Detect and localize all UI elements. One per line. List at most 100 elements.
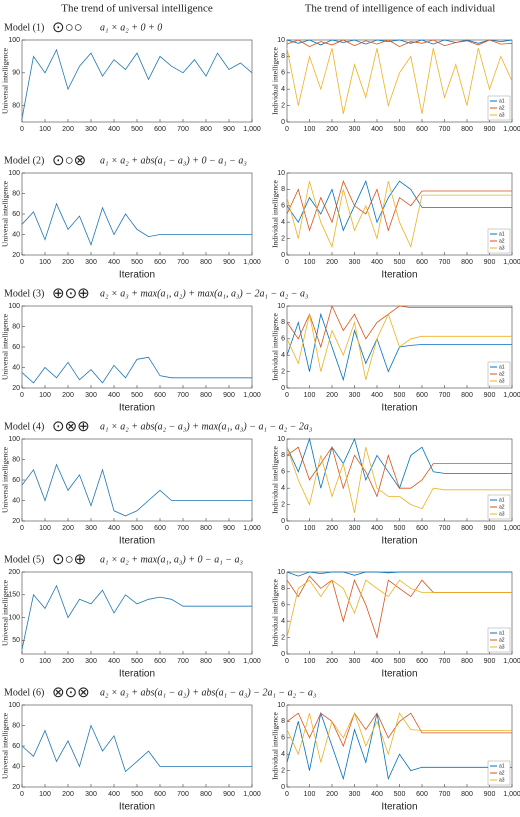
y-tick-label: 10	[277, 569, 285, 576]
x-tick-label: 200	[326, 392, 338, 399]
x-tick-label: 200	[62, 392, 74, 399]
x-tick-label: 900	[223, 259, 235, 266]
series-line	[286, 446, 512, 498]
model-label: Model (1)	[4, 22, 44, 33]
plot-frame	[21, 704, 253, 788]
y-tick-label: 100	[8, 614, 20, 621]
series-line	[286, 180, 512, 232]
legend-label: a2	[499, 504, 505, 510]
x-tick-label: 700	[177, 791, 189, 798]
y-tick-label: 20	[12, 784, 20, 791]
y-tick-label: 6	[281, 469, 285, 476]
y-tick-label: 4	[281, 86, 285, 93]
y-tick-label: 10	[277, 436, 285, 443]
legend-label: a3	[499, 112, 505, 118]
series-line	[286, 712, 512, 748]
series-line	[286, 712, 512, 763]
legend-box	[487, 627, 511, 653]
x-tick-label: 100	[304, 259, 316, 266]
plot-frame	[286, 39, 513, 123]
x-tick-label: 500	[394, 791, 406, 798]
plot-frame	[21, 305, 253, 389]
model-symbols: ⊙○⊗	[52, 152, 86, 169]
x-tick-label: 900	[484, 126, 496, 133]
series-line	[286, 711, 512, 781]
x-tick-label: 700	[177, 392, 189, 399]
x-tick-label: 400	[108, 658, 120, 665]
y-tick-label: 20	[12, 385, 20, 392]
x-tick-label: 800	[461, 658, 473, 665]
x-tick-label: 900	[223, 392, 235, 399]
series-line	[286, 39, 513, 48]
x-tick-label: 700	[439, 658, 451, 665]
legend-box	[487, 228, 511, 254]
model-formula: a₂ × a₃ + abs(a₁ − a₂) + abs(a₁ − a₃) − …	[100, 687, 317, 698]
series-line	[21, 356, 252, 384]
y-tick-label: 2	[281, 235, 285, 242]
x-tick-label: 100	[39, 392, 51, 399]
x-tick-label: 100	[39, 126, 51, 133]
y-tick-label: 0	[281, 651, 285, 658]
x-tick-label: 100	[39, 658, 51, 665]
x-tick-label: 0	[20, 791, 24, 798]
x-tick-label: 700	[177, 259, 189, 266]
x-tick-label: 200	[62, 126, 74, 133]
y-tick-label: 40	[12, 763, 20, 770]
plot-frame	[286, 704, 513, 788]
x-axis-title: Iteration	[119, 403, 155, 414]
y-tick-label: 4	[281, 352, 285, 359]
x-tick-label: 600	[416, 658, 428, 665]
y-tick-label: 2	[281, 368, 285, 375]
model-formula: a₂ × a₃ + max(a₁, a₂) + max(a₁, a₃) − 2a…	[100, 288, 309, 299]
x-tick-label: 900	[223, 126, 235, 133]
x-tick-label: 900	[484, 392, 496, 399]
y-axis-title: Individual intelligence	[271, 445, 280, 513]
series-line	[286, 579, 512, 638]
x-tick-label: 500	[131, 525, 143, 532]
y-axis-title: Individual intelligence	[271, 312, 280, 380]
y-axis-title: Individual intelligence	[271, 46, 280, 114]
x-tick-label: 0	[285, 259, 289, 266]
y-tick-label: 90	[12, 70, 20, 77]
x-tick-label: 400	[371, 392, 383, 399]
x-tick-label: 1,000	[503, 392, 520, 399]
x-tick-label: 700	[439, 126, 451, 133]
y-axis-title: Individual intelligence	[271, 578, 280, 646]
x-tick-label: 400	[371, 658, 383, 665]
x-tick-label: 200	[326, 126, 338, 133]
x-tick-label: 100	[304, 658, 316, 665]
x-tick-label: 600	[154, 658, 166, 665]
x-tick-label: 1,000	[503, 259, 520, 266]
model-formula: a₁ × a₂ + abs(a₂ − a₃) + max(a₁, a₃) − a…	[100, 421, 313, 432]
x-tick-label: 700	[439, 259, 451, 266]
y-tick-label: 60	[12, 477, 20, 484]
y-tick-label: 6	[281, 336, 285, 343]
x-tick-label: 400	[108, 525, 120, 532]
model-formula: a₁ × a₂ + 0 + 0	[100, 22, 162, 33]
x-tick-label: 300	[85, 658, 97, 665]
y-tick-label: 40	[12, 231, 20, 238]
series-line	[21, 48, 253, 119]
y-axis-title: Universal intelligence	[1, 446, 10, 513]
x-tick-label: 500	[394, 126, 406, 133]
x-tick-label: 600	[416, 126, 428, 133]
y-tick-label: 4	[281, 485, 285, 492]
x-tick-label: 500	[131, 658, 143, 665]
x-tick-label: 300	[349, 525, 361, 532]
y-tick-label: 6	[281, 203, 285, 210]
legend-label: a2	[499, 637, 505, 643]
legend-label: a1	[499, 364, 505, 370]
x-tick-label: 400	[108, 126, 120, 133]
y-tick-label: 0	[281, 252, 285, 259]
x-tick-label: 500	[131, 392, 143, 399]
model-formula: a₁ × a₂ + abs(a₁ − a₃) + 0 − a₁ − a₃	[100, 155, 247, 166]
plot-frame	[21, 172, 253, 256]
x-tick-label: 200	[62, 791, 74, 798]
series-line	[21, 724, 252, 773]
x-tick-label: 600	[416, 259, 428, 266]
x-tick-label: 100	[39, 791, 51, 798]
x-tick-label: 400	[108, 392, 120, 399]
x-tick-label: 600	[154, 791, 166, 798]
x-tick-label: 800	[461, 259, 473, 266]
